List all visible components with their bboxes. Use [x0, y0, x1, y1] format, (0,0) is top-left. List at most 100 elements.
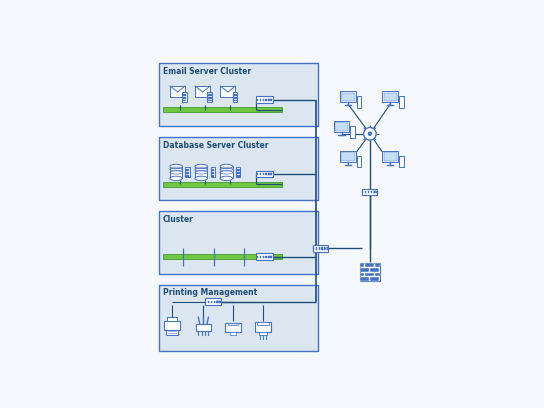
- FancyBboxPatch shape: [217, 301, 218, 303]
- FancyBboxPatch shape: [316, 247, 317, 250]
- FancyBboxPatch shape: [319, 247, 320, 250]
- Text: Email Server Cluster: Email Server Cluster: [163, 67, 251, 76]
- FancyBboxPatch shape: [260, 256, 261, 258]
- Circle shape: [363, 127, 376, 140]
- Ellipse shape: [170, 164, 182, 169]
- FancyBboxPatch shape: [256, 96, 273, 103]
- FancyBboxPatch shape: [263, 173, 264, 175]
- FancyBboxPatch shape: [219, 301, 220, 303]
- FancyBboxPatch shape: [257, 173, 258, 175]
- FancyBboxPatch shape: [208, 97, 212, 99]
- FancyBboxPatch shape: [205, 298, 221, 305]
- FancyBboxPatch shape: [335, 122, 348, 131]
- FancyBboxPatch shape: [341, 152, 355, 161]
- FancyBboxPatch shape: [211, 169, 214, 171]
- FancyBboxPatch shape: [228, 323, 238, 326]
- FancyBboxPatch shape: [196, 324, 211, 331]
- FancyBboxPatch shape: [384, 152, 397, 161]
- FancyBboxPatch shape: [376, 191, 378, 193]
- FancyBboxPatch shape: [183, 100, 187, 102]
- FancyBboxPatch shape: [186, 175, 189, 177]
- FancyBboxPatch shape: [233, 100, 237, 102]
- FancyBboxPatch shape: [237, 169, 239, 171]
- FancyBboxPatch shape: [163, 255, 282, 259]
- FancyBboxPatch shape: [324, 247, 325, 250]
- Circle shape: [368, 132, 372, 136]
- FancyBboxPatch shape: [195, 166, 207, 178]
- FancyBboxPatch shape: [399, 156, 404, 167]
- FancyBboxPatch shape: [233, 92, 237, 102]
- FancyBboxPatch shape: [271, 99, 273, 101]
- FancyBboxPatch shape: [365, 191, 366, 193]
- FancyBboxPatch shape: [257, 99, 258, 101]
- FancyBboxPatch shape: [360, 268, 369, 272]
- FancyBboxPatch shape: [208, 100, 212, 102]
- FancyBboxPatch shape: [166, 330, 178, 335]
- FancyBboxPatch shape: [159, 285, 318, 350]
- FancyBboxPatch shape: [382, 91, 398, 102]
- FancyBboxPatch shape: [327, 247, 328, 250]
- Ellipse shape: [195, 176, 207, 181]
- FancyBboxPatch shape: [159, 137, 318, 200]
- FancyBboxPatch shape: [186, 169, 189, 171]
- FancyBboxPatch shape: [211, 172, 214, 174]
- FancyBboxPatch shape: [271, 256, 273, 258]
- FancyBboxPatch shape: [341, 93, 355, 101]
- FancyBboxPatch shape: [322, 247, 323, 250]
- FancyBboxPatch shape: [259, 333, 268, 335]
- FancyBboxPatch shape: [374, 191, 375, 193]
- FancyBboxPatch shape: [220, 166, 233, 178]
- FancyBboxPatch shape: [260, 173, 261, 175]
- FancyBboxPatch shape: [268, 173, 269, 175]
- FancyBboxPatch shape: [362, 191, 363, 193]
- FancyBboxPatch shape: [368, 191, 369, 193]
- FancyBboxPatch shape: [365, 273, 374, 276]
- Text: Printing Management: Printing Management: [163, 288, 257, 297]
- FancyBboxPatch shape: [220, 86, 236, 97]
- FancyBboxPatch shape: [167, 317, 177, 321]
- FancyBboxPatch shape: [159, 63, 318, 126]
- FancyBboxPatch shape: [263, 99, 264, 101]
- FancyBboxPatch shape: [163, 107, 282, 113]
- FancyBboxPatch shape: [225, 323, 242, 332]
- FancyBboxPatch shape: [233, 94, 237, 96]
- FancyBboxPatch shape: [265, 256, 267, 258]
- FancyBboxPatch shape: [237, 172, 239, 174]
- FancyBboxPatch shape: [384, 93, 397, 101]
- FancyBboxPatch shape: [375, 263, 380, 267]
- Text: Cluster: Cluster: [163, 215, 194, 224]
- FancyBboxPatch shape: [205, 301, 206, 303]
- FancyBboxPatch shape: [163, 182, 282, 186]
- FancyBboxPatch shape: [357, 96, 361, 108]
- FancyBboxPatch shape: [370, 277, 380, 281]
- FancyBboxPatch shape: [365, 263, 374, 267]
- FancyBboxPatch shape: [268, 99, 269, 101]
- FancyBboxPatch shape: [360, 263, 380, 282]
- FancyBboxPatch shape: [182, 92, 187, 102]
- FancyBboxPatch shape: [170, 166, 182, 178]
- FancyBboxPatch shape: [265, 99, 267, 101]
- FancyBboxPatch shape: [183, 94, 187, 96]
- FancyBboxPatch shape: [159, 211, 318, 274]
- FancyBboxPatch shape: [399, 96, 404, 108]
- Ellipse shape: [220, 176, 233, 181]
- FancyBboxPatch shape: [382, 151, 398, 162]
- FancyBboxPatch shape: [370, 268, 380, 272]
- FancyBboxPatch shape: [186, 167, 190, 177]
- FancyBboxPatch shape: [257, 256, 258, 258]
- FancyBboxPatch shape: [211, 175, 214, 177]
- FancyBboxPatch shape: [360, 263, 364, 267]
- Ellipse shape: [170, 176, 182, 181]
- FancyBboxPatch shape: [313, 247, 314, 250]
- FancyBboxPatch shape: [237, 175, 239, 177]
- FancyBboxPatch shape: [214, 301, 215, 303]
- FancyBboxPatch shape: [257, 322, 269, 326]
- FancyBboxPatch shape: [360, 277, 369, 281]
- FancyBboxPatch shape: [340, 151, 356, 162]
- FancyBboxPatch shape: [236, 167, 240, 177]
- FancyBboxPatch shape: [375, 273, 380, 276]
- FancyBboxPatch shape: [208, 94, 212, 96]
- FancyBboxPatch shape: [260, 99, 261, 101]
- FancyBboxPatch shape: [170, 86, 185, 97]
- FancyBboxPatch shape: [360, 273, 364, 276]
